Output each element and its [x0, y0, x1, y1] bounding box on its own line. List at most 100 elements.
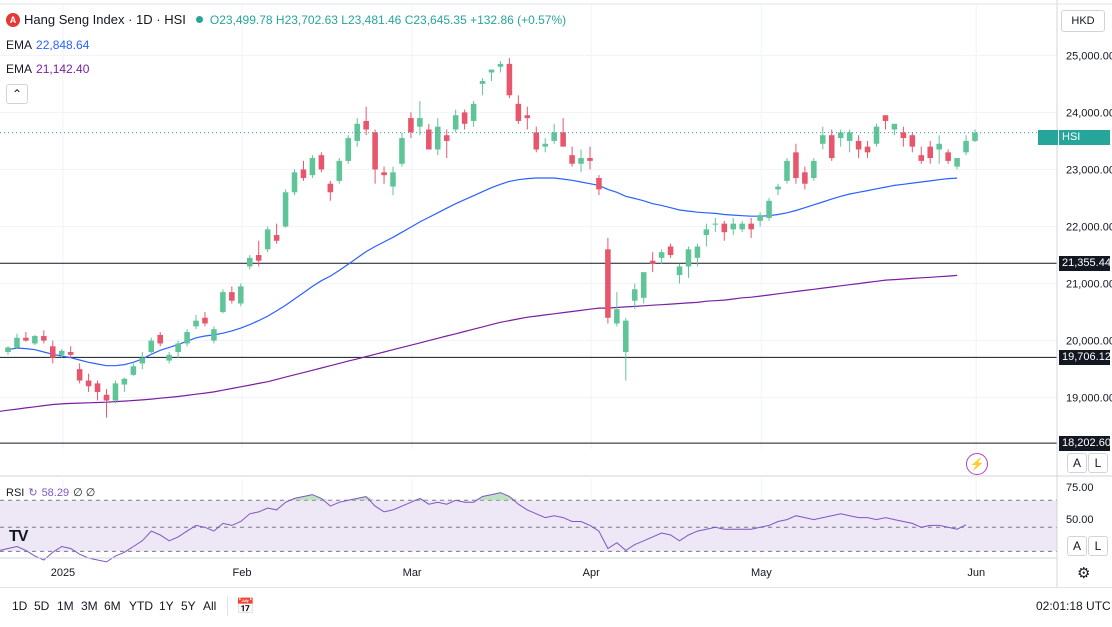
candle: [766, 197, 772, 221]
lightning-icon[interactable]: ⚡: [966, 453, 988, 475]
candle: [918, 146, 925, 164]
rsi-log-scale-button[interactable]: L: [1088, 536, 1108, 556]
price-tick-label: 23,000.00: [1066, 164, 1112, 176]
candle-body: [820, 135, 826, 144]
candle-body: [488, 69, 495, 73]
candle-body: [229, 292, 235, 301]
currency-button[interactable]: HKD: [1061, 10, 1105, 32]
candle-body: [927, 146, 934, 159]
timeframe-1m[interactable]: 1M: [57, 599, 74, 613]
timeframe-5y[interactable]: 5Y: [181, 599, 196, 613]
timeframe-ytd[interactable]: YTD: [129, 599, 153, 613]
candle: [121, 377, 128, 392]
symbol-title[interactable]: Hang Seng Index · 1D · HSI: [24, 12, 186, 27]
candle: [14, 333, 20, 349]
price-tick-label: 24,000.00: [1066, 107, 1112, 119]
clock-display[interactable]: 02:01:18 UTC: [1036, 599, 1111, 613]
candle-body: [184, 332, 190, 344]
candle-body: [41, 336, 47, 341]
candle-body: [533, 132, 540, 150]
ema2-legend[interactable]: EMA 21,142.40: [6, 62, 89, 76]
candle: [139, 352, 146, 370]
candle: [524, 106, 531, 130]
candle: [631, 283, 638, 310]
candle-body: [551, 132, 557, 141]
candle: [811, 158, 817, 181]
candle-body: [5, 347, 11, 353]
candle-body: [273, 235, 280, 241]
collapse-legend-button[interactable]: ⌃: [6, 84, 28, 104]
rsi-band: [0, 500, 1057, 552]
candle-body: [828, 135, 835, 159]
toolbar-divider: [227, 596, 228, 616]
chevron-up-icon: ⌃: [11, 87, 23, 101]
candle-body: [587, 158, 593, 161]
price-tick-label: 21,000.00: [1066, 279, 1112, 291]
candle: [426, 123, 432, 150]
rsi-label: RSI: [6, 486, 25, 499]
candle: [837, 129, 844, 147]
candle-body: [793, 152, 799, 179]
candle-body: [658, 252, 665, 258]
candle: [640, 272, 647, 304]
candle: [390, 166, 396, 196]
timeframe-3m[interactable]: 3M: [81, 599, 98, 613]
candle: [5, 346, 11, 355]
candle-body: [417, 118, 423, 127]
candle: [936, 135, 942, 164]
candle: [157, 332, 163, 347]
candle: [264, 226, 271, 253]
timeframe-5d[interactable]: 5D: [34, 599, 50, 613]
auto-scale-button[interactable]: A: [1067, 453, 1087, 473]
candle-body: [32, 336, 38, 344]
candle-body: [246, 257, 253, 267]
candle: [32, 334, 38, 346]
candle-body: [936, 143, 942, 150]
candle: [175, 340, 181, 358]
log-scale-button[interactable]: L: [1088, 453, 1108, 473]
candle: [784, 158, 790, 184]
candle-body: [130, 366, 137, 375]
candle-body: [461, 112, 468, 124]
candle: [623, 317, 629, 381]
tradingview-logo[interactable]: TV: [9, 528, 28, 545]
horizontal-lines: [0, 262, 1057, 444]
calendar-icon[interactable]: 📅: [236, 598, 255, 615]
hline-label-3[interactable]: 18,202.60: [1059, 436, 1111, 452]
candle-body: [112, 383, 119, 401]
symbol-legend: A Hang Seng Index · 1D · HSI O23,499.78 …: [6, 12, 566, 27]
rsi-overbought-fill: [285, 492, 519, 501]
candle-body: [121, 378, 128, 385]
candle: [220, 289, 226, 314]
timeframe-all[interactable]: All: [203, 599, 217, 613]
ema2-value: 21,142.40: [36, 62, 90, 76]
candle: [166, 352, 172, 364]
timeframe-1y[interactable]: 1Y: [159, 599, 174, 613]
market-status-icon: [195, 16, 203, 23]
candle: [873, 123, 880, 147]
timeframe-6m[interactable]: 6M: [104, 599, 121, 613]
hline-label-2[interactable]: 19,706.12: [1059, 350, 1111, 366]
candle-body: [166, 354, 172, 361]
rsi-auto-scale-button[interactable]: A: [1067, 536, 1087, 556]
candle-body: [640, 272, 647, 298]
candle: [103, 389, 110, 418]
candle: [273, 223, 280, 244]
candle-body: [891, 123, 898, 130]
hline-label-1[interactable]: 21,355.44: [1059, 256, 1111, 272]
candle-body: [452, 115, 459, 130]
rsi-legend[interactable]: RSI ↻ 58.29 ∅ ∅: [6, 486, 95, 500]
candle-body: [85, 380, 92, 387]
ema1-legend[interactable]: EMA 22,848.64: [6, 38, 89, 52]
gear-icon[interactable]: ⚙: [1077, 565, 1091, 582]
candle: [381, 166, 387, 184]
rsi-settings-icon[interactable]: ↻: [28, 487, 38, 499]
axes: 25,000.00 24,000.00 23,000.00 22,000.00 21,0…: [0, 0, 1112, 587]
candle-body: [649, 260, 656, 264]
timeframe-1d[interactable]: 1D: [12, 599, 28, 613]
candle: [721, 220, 728, 241]
candle-body: [309, 158, 316, 176]
rsi-level-75: 75.00: [1066, 482, 1094, 494]
